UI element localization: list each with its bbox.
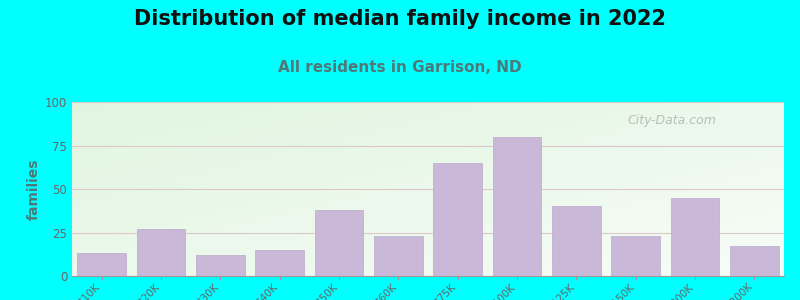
Bar	[78, 254, 126, 276]
Y-axis label: families: families	[26, 158, 41, 220]
Bar	[552, 206, 601, 276]
Bar	[255, 250, 304, 276]
Text: Distribution of median family income in 2022: Distribution of median family income in …	[134, 9, 666, 29]
Bar	[730, 246, 778, 276]
Bar	[196, 255, 245, 276]
Bar	[137, 229, 186, 276]
Text: City-Data.com: City-Data.com	[627, 114, 716, 127]
Bar	[434, 163, 482, 276]
Bar	[374, 236, 422, 276]
Bar	[314, 210, 363, 276]
Bar	[670, 198, 719, 276]
Bar	[611, 236, 660, 276]
Text: All residents in Garrison, ND: All residents in Garrison, ND	[278, 60, 522, 75]
Bar	[493, 137, 542, 276]
